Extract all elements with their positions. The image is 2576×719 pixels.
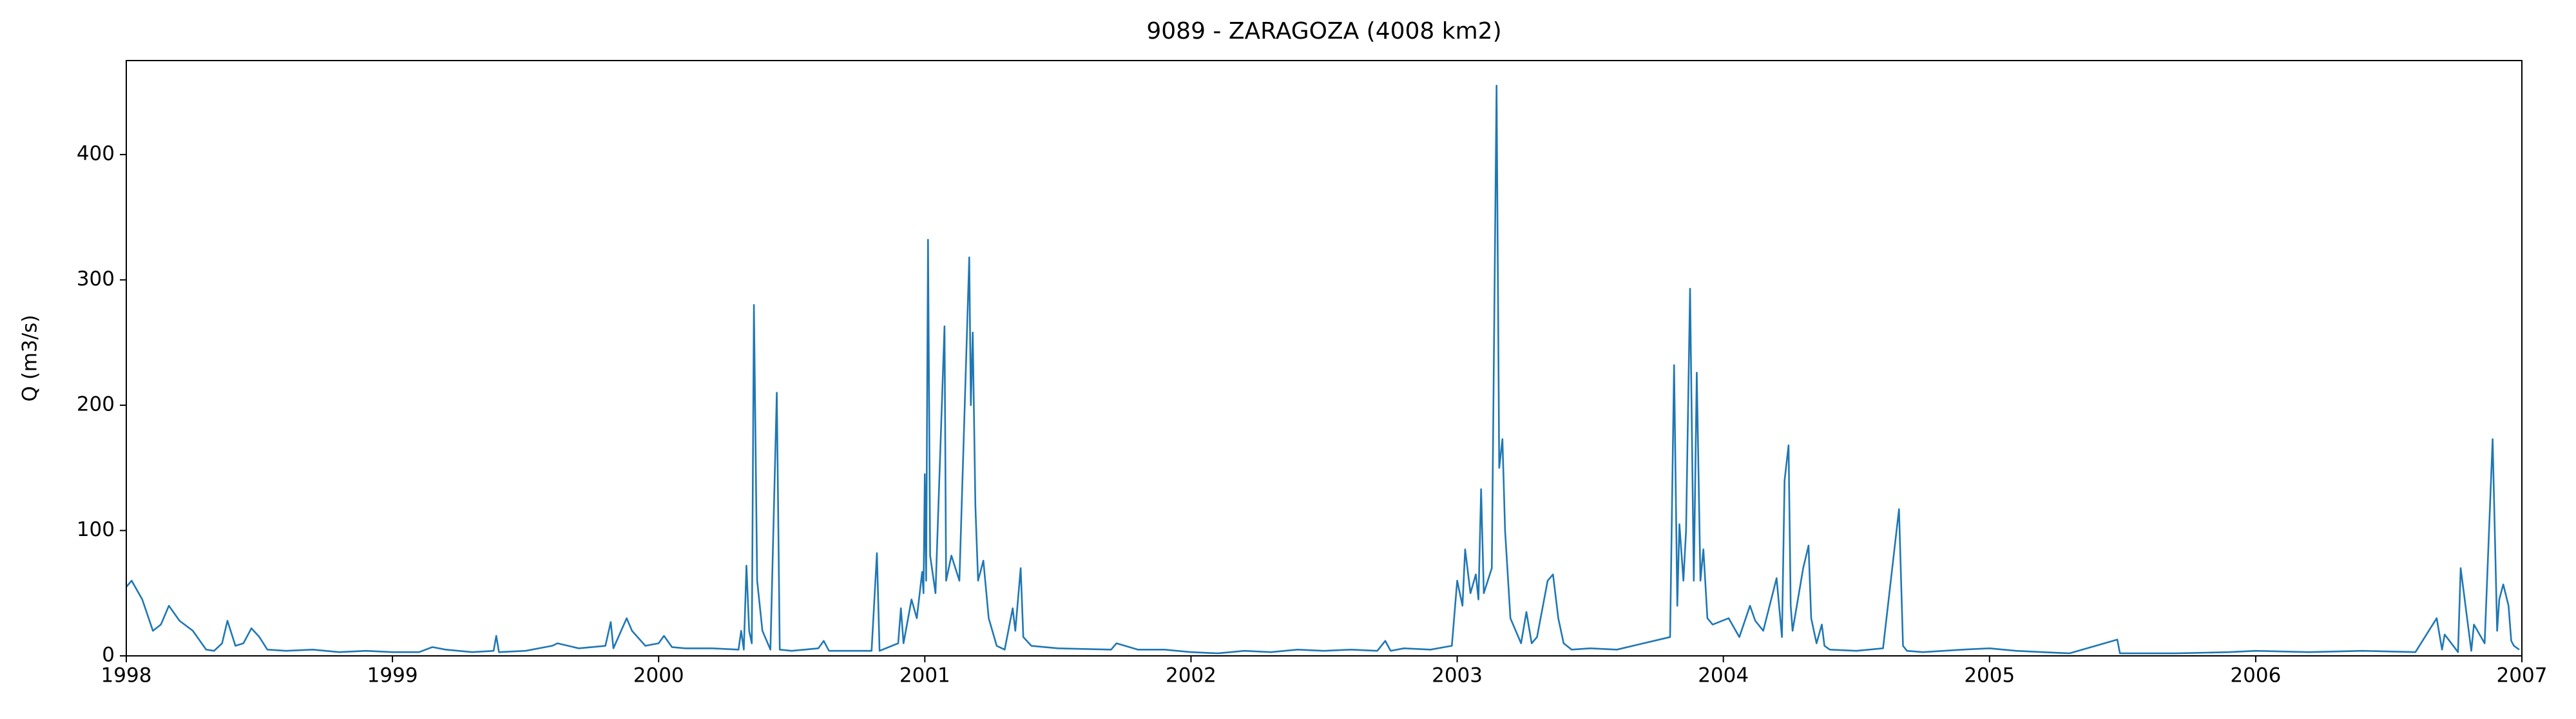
chart-title: 9089 - ZARAGOZA (4008 km2) <box>1146 18 1501 44</box>
x-tick-label: 2002 <box>1166 664 1216 687</box>
x-tick-label: 2003 <box>1432 664 1483 687</box>
x-tick-label: 2001 <box>899 664 950 687</box>
y-tick-label: 400 <box>77 142 115 165</box>
y-tick-label: 300 <box>77 267 115 291</box>
y-tick-label: 0 <box>102 644 115 667</box>
y-tick-label: 200 <box>77 392 115 416</box>
x-tick-label: 2005 <box>1964 664 2015 687</box>
y-axis-label: Q (m3/s) <box>19 315 42 402</box>
data-line <box>126 84 2520 655</box>
plot-frame <box>126 60 2523 657</box>
x-tick-label: 1998 <box>101 664 152 687</box>
x-tick-label: 1999 <box>367 664 418 687</box>
x-tick-label: 2004 <box>1698 664 1749 687</box>
x-tick-label: 2006 <box>2230 664 2281 687</box>
y-tick-label: 100 <box>77 518 115 541</box>
x-tick-label: 2007 <box>2497 664 2548 687</box>
x-tick-label: 2000 <box>633 664 684 687</box>
